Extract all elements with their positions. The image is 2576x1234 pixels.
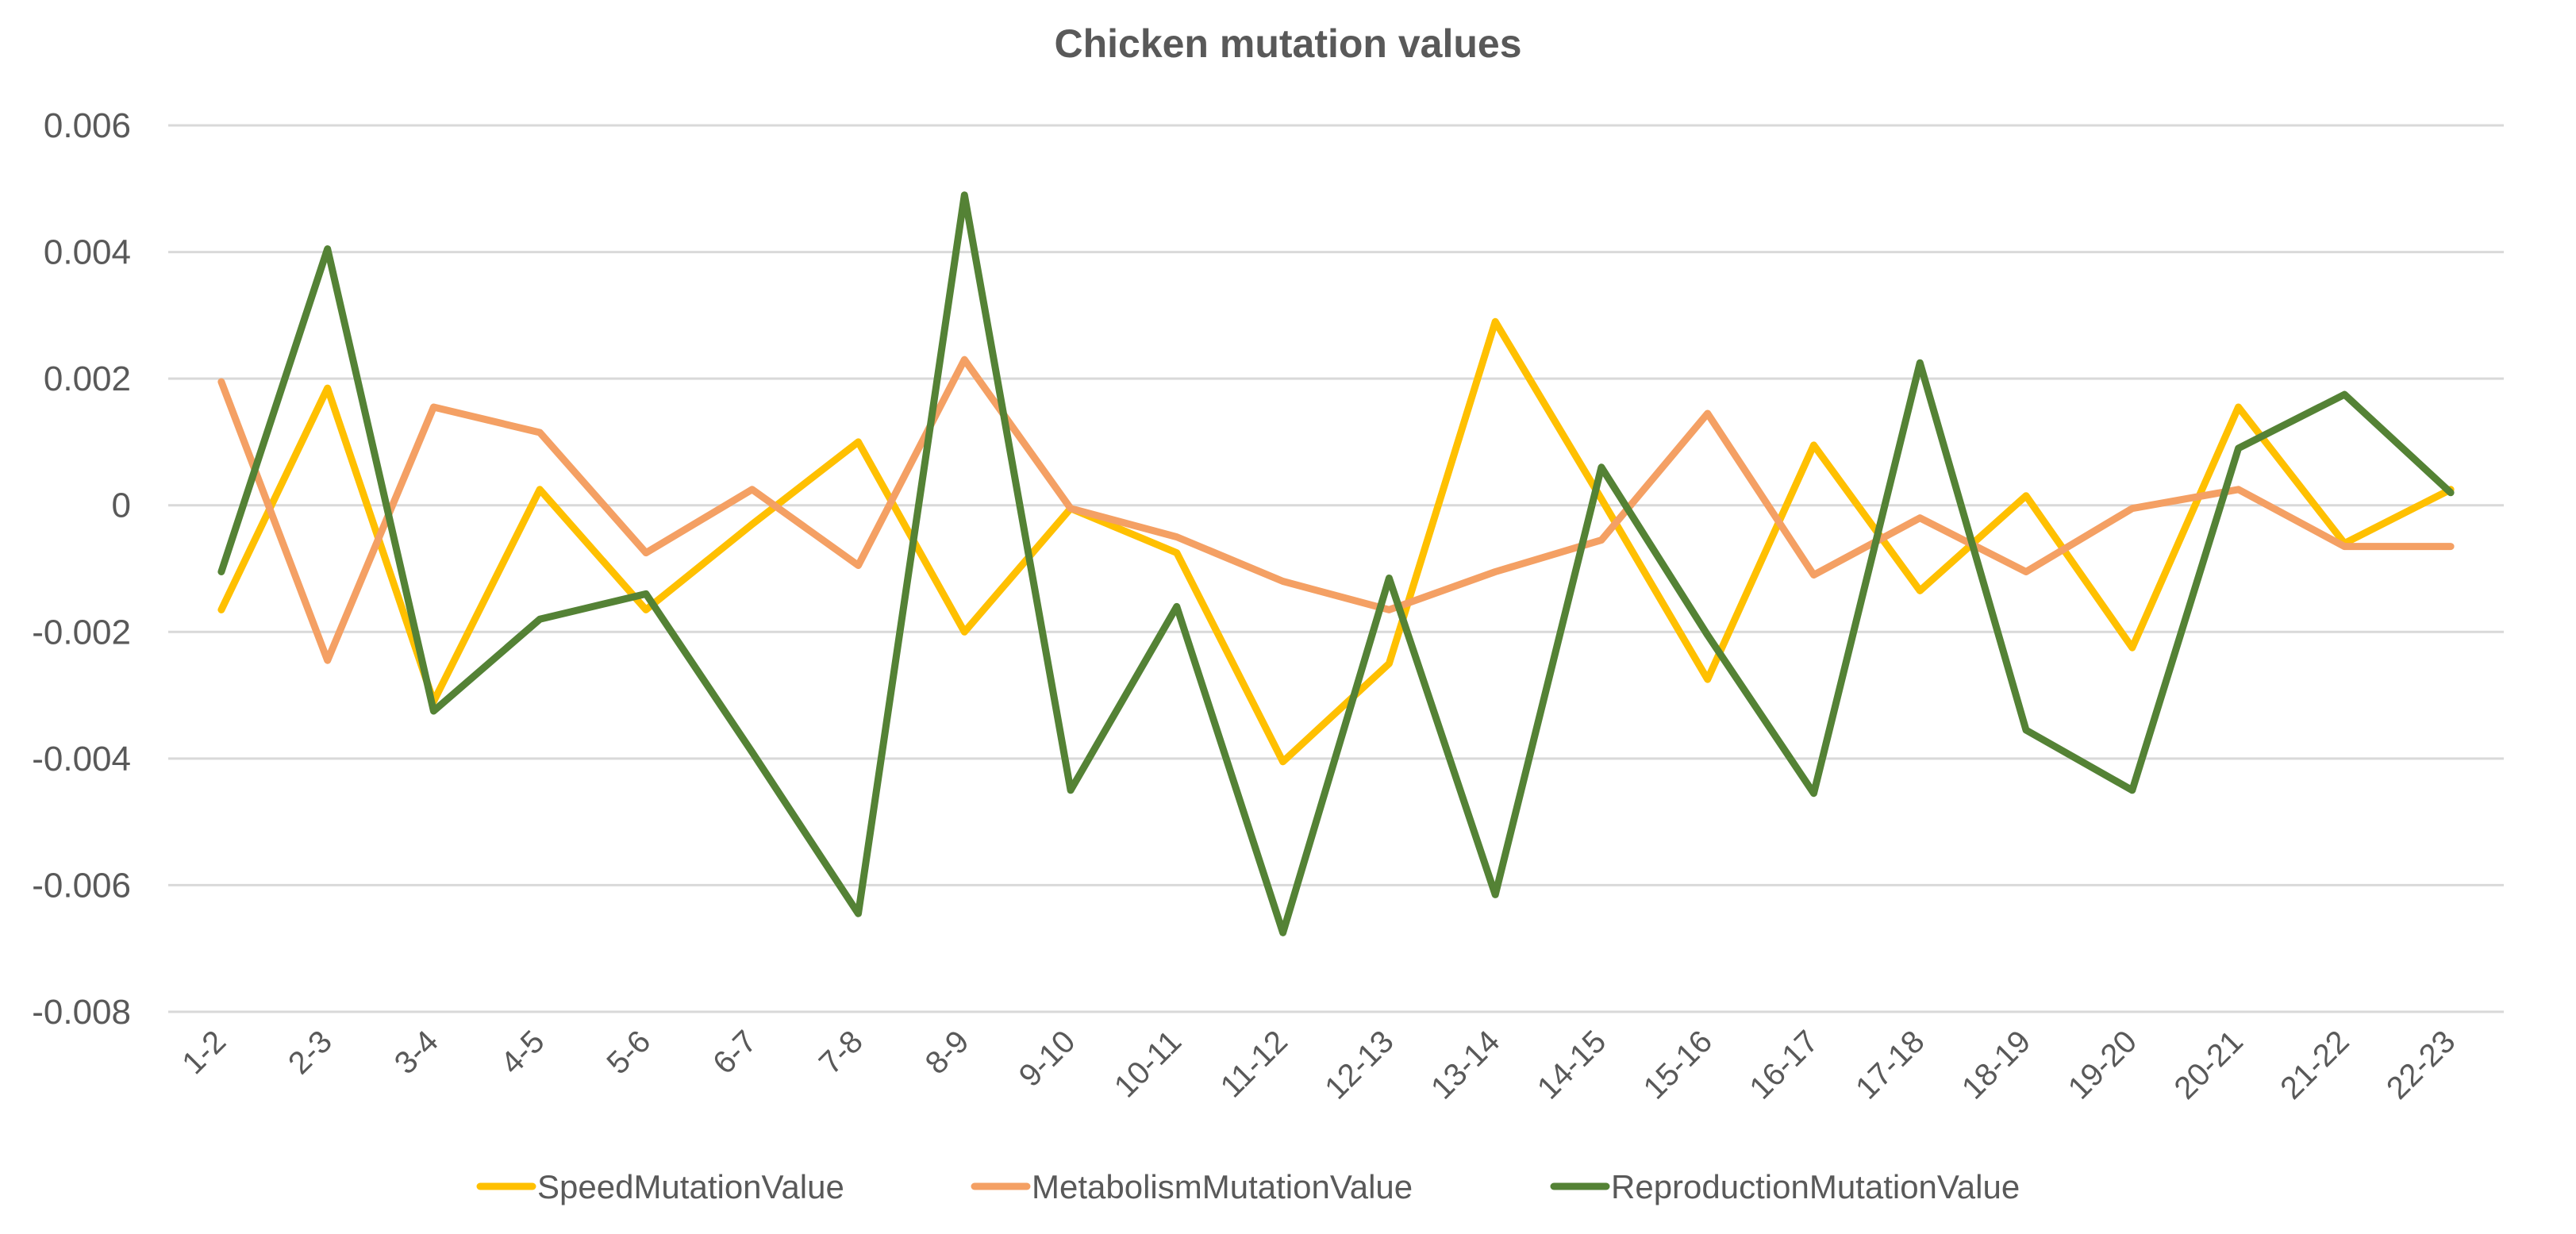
series-lines xyxy=(217,191,2455,936)
legend-label: MetabolismMutationValue xyxy=(1032,1168,1413,1205)
y-tick-label: -0.004 xyxy=(32,740,131,778)
series-line-ReproductionMutationValue xyxy=(217,191,2455,936)
y-axis-ticks: 0.006 0.004 0.002 0 -0.002 -0.004 -0.006 -0.008 xyxy=(32,106,131,1032)
y-tick-label: 0.002 xyxy=(44,359,131,398)
y-tick-label: 0.006 xyxy=(44,106,131,145)
y-tick-label: 0.004 xyxy=(44,233,131,272)
y-tick-label: -0.006 xyxy=(32,866,131,905)
chart-title: Chicken mutation values xyxy=(1054,21,1521,66)
legend: SpeedMutationValue MetabolismMutationValu… xyxy=(476,1168,2020,1205)
y-tick-label: -0.008 xyxy=(32,993,131,1032)
legend-label: ReproductionMutationValue xyxy=(1611,1168,2020,1205)
series-line-MetabolismMutationValue xyxy=(217,356,2455,664)
y-tick-label: 0 xyxy=(112,486,131,525)
series-line-SpeedMutationValue xyxy=(217,317,2455,766)
legend-label: SpeedMutationValue xyxy=(537,1168,844,1205)
y-tick-label: -0.002 xyxy=(32,613,131,652)
